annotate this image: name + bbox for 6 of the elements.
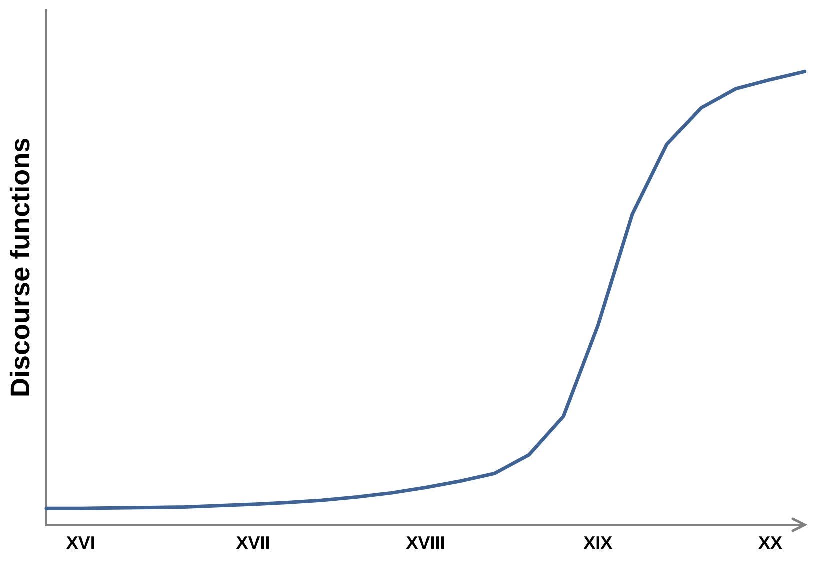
x-tick-label: XVII: [236, 533, 270, 554]
x-tick-label: XX: [758, 533, 783, 554]
y-axis-title: Discourse functions: [6, 138, 36, 398]
x-tick-label: XIX: [584, 533, 613, 554]
x-tick-label: XVI: [66, 533, 96, 554]
x-tick-label: XVIII: [406, 533, 446, 554]
